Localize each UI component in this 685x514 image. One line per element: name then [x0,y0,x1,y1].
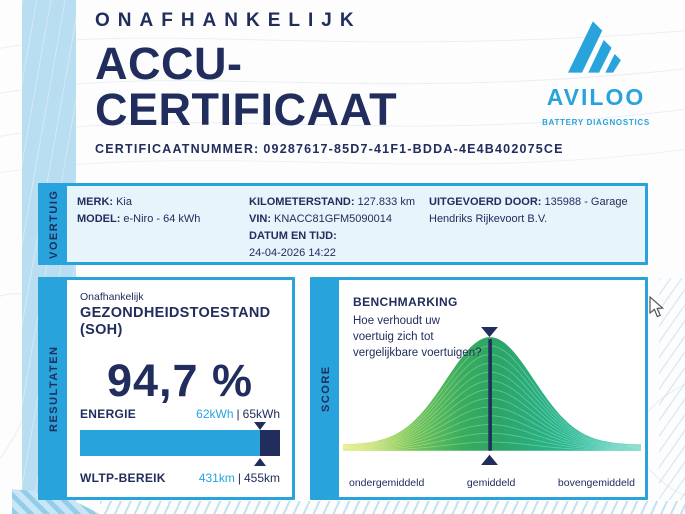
soh-value: 94,7 % [106,355,254,406]
vehicle-column-3: UITGEVOERD DOOR: 135988 - Garage Hendriks… [429,194,635,254]
field-model: MODEL: e-Niro - 64 kWh [77,211,249,228]
benchmark-marker-top-icon [481,327,498,338]
uitgevoerd-label: UITGEVOERD DOOR: [429,196,542,208]
wltp-separator: | [237,471,241,485]
energy-separator: | [236,407,240,421]
axis-label-right: bovengemiddeld [557,477,635,489]
energy-measured: 62kWh [196,407,234,421]
score-panel-body: BENCHMARKING Hoe verhoudt uw voertuig zi… [339,280,645,497]
vehicle-tab: VOERTUIG [41,186,67,262]
benchmark-curve-layer [343,337,641,451]
bottom-hatch-decoration [100,501,685,514]
aviloo-brand: AVILOO BATTERY DIAGNOSTICS [538,12,654,127]
field-kilometerstand: KILOMETERSTAND: 127.833 km [249,194,429,211]
vehicle-panel-body: MERK: Kia MODEL: e-Niro - 64 kWh KILOMETER… [67,186,645,262]
aviloo-wordmark: AVILOO [546,84,646,110]
field-vin: VIN: KNACC81GFM5090014 [249,211,429,228]
certificate-header: ONAFHANKELIJK ACCU- CERTIFICAAT CERTIFIC… [95,10,568,156]
energy-bar-marker-bottom-icon [254,458,266,466]
field-datum-value: 24-04-2026 14:22 [249,245,429,262]
certificate-title-line2: CERTIFICAAT [95,84,398,135]
score-panel: SCORE BENCHMARKING Hoe verhoudt uw voert… [310,277,648,500]
kilometerstand-label: KILOMETERSTAND: [249,196,355,208]
energy-bar-marker-top-icon [254,422,266,430]
benchmark-center-line [488,339,492,451]
datum-label: DATUM EN TIJD: [249,230,337,242]
soh-kicker: Onafhankelijk [80,291,144,303]
vehicle-column-2: KILOMETERSTAND: 127.833 km VIN: KNACC81GFM… [249,194,429,259]
wltp-values: 431km | 455km [199,471,280,485]
wltp-original: 455km [243,471,280,485]
datum-value: 24-04-2026 14:22 [249,247,336,259]
energy-row: ENERGIE 62kWh | 65kWh [80,407,280,421]
vehicle-panel: VOERTUIG MERK: Kia MODEL: e-Niro - 64 kWh … [38,183,648,265]
uitgevoerd-value: 135988 - Garage Hendriks Rijkevoort B.V. [429,196,628,225]
benchmark-axis-labels: ondergemiddeld gemiddeld bovengemiddeld [349,477,635,489]
vin-value: KNACC81GFM5090014 [274,213,393,225]
benchmark-marker-bottom-icon [481,454,498,465]
energy-values: 62kWh | 65kWh [196,407,280,421]
certificate-title: ACCU- CERTIFICAAT [95,41,568,133]
results-panel: RESULTATEN Onafhankelijk GEZONDHEIDSTOES… [38,277,295,500]
certificate-kicker: ONAFHANKELIJK [95,10,362,31]
soh-title: GEZONDHEIDSTOESTAND (SOH) [80,305,271,338]
model-label: MODEL: [77,213,121,225]
wltp-label: WLTP-BEREIK [80,471,166,485]
score-tab: SCORE [313,280,339,497]
axis-label-left: ondergemiddeld [349,477,425,489]
results-panel-body: Onafhankelijk GEZONDHEIDSTOESTAND (SOH) … [67,280,293,497]
field-datum-label: DATUM EN TIJD: [249,228,429,245]
certificate-number-label: CERTIFICAATNUMMER: [95,142,260,156]
merk-label: MERK: [77,196,114,208]
vin-label: VIN: [249,213,271,225]
benchmark-question-line3: vergelijkbare voertuigen? [353,347,482,359]
energy-label: ENERGIE [80,407,137,421]
energy-original: 65kWh [242,407,280,421]
field-uitgevoerd-door: UITGEVOERD DOOR: 135988 - Garage Hendriks… [429,194,631,228]
aviloo-logo-icon [568,21,621,73]
benchmark-title: BENCHMARKING [353,295,458,309]
wltp-measured: 431km [198,471,235,485]
energy-bar [80,422,280,466]
kilometerstand-value: 127.833 km [357,196,415,208]
benchmark-question-line1: Hoe verhoudt uw [353,315,440,327]
right-hatch-decoration [659,278,685,500]
benchmark-question-line2: voertuig zich tot [353,331,434,343]
energy-bar-remainder [260,430,280,456]
wltp-row: WLTP-BEREIK 431km | 455km [80,471,280,485]
axis-label-center: gemiddeld [466,477,516,489]
field-merk: MERK: Kia [77,194,249,211]
mouse-cursor-icon [649,296,665,318]
certificate-title-line1: ACCU- [95,38,243,89]
benchmark-curve [343,327,641,465]
certificate-number-value: 09287617-85D7-41F1-BDDA-4E4B402075CE [263,142,564,156]
results-tab: RESULTATEN [41,280,67,497]
aviloo-tagline: BATTERY DIAGNOSTICS [542,118,650,127]
certificate-number: CERTIFICAATNUMMER: 09287617-85D7-41F1-BDD… [95,142,568,156]
energy-bar-fill [80,430,280,456]
merk-value: Kia [116,196,132,208]
model-value: e-Niro - 64 kWh [123,213,201,225]
benchmark-text-block: BENCHMARKING Hoe verhoudt uw voertuig zi… [353,295,482,361]
vehicle-column-1: MERK: Kia MODEL: e-Niro - 64 kWh [77,194,249,254]
